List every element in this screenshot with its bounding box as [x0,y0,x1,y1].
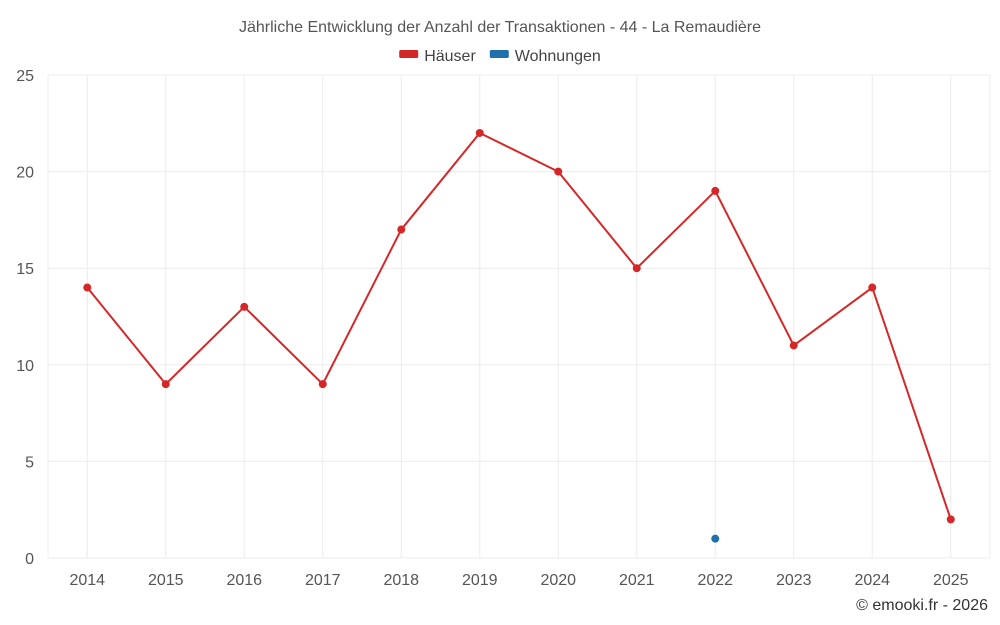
series-layer [83,128,955,543]
x-tick-label: 2015 [148,572,184,589]
x-tick-label: 2018 [383,572,419,589]
y-tick-label: 15 [16,261,34,278]
data-point[interactable] [475,128,484,137]
legend-swatch [489,50,509,58]
grid [47,74,991,559]
data-point[interactable] [397,225,406,234]
y-axis-ticks: 0 5 10 15 20 25 [16,68,34,568]
data-point[interactable] [789,341,798,350]
x-tick-label: 2022 [697,572,733,589]
x-tick-label: 2023 [776,572,812,589]
legend: Häuser Wohnungen [399,48,601,65]
x-axis-ticks: 2014 2015 2016 2017 2018 2019 2020 2021 2022 2023… [69,572,968,589]
legend-item[interactable]: Wohnungen [489,48,601,65]
x-tick-label: 2014 [69,572,105,589]
data-point[interactable] [946,515,955,524]
data-point[interactable] [318,380,327,389]
chart-title: Jährliche Entwicklung der Anzahl der Tra… [239,19,761,36]
data-point[interactable] [711,186,720,195]
data-point[interactable] [554,167,563,176]
legend-label: Wohnungen [515,48,601,65]
legend-swatch [399,50,419,58]
data-point[interactable] [161,380,170,389]
x-tick-label: 2020 [540,572,576,589]
data-point[interactable] [632,264,641,273]
x-tick-label: 2017 [305,572,341,589]
data-point[interactable] [83,283,92,292]
legend-label: Häuser [424,48,476,65]
y-tick-label: 5 [25,454,34,471]
series-line [86,131,952,520]
data-point[interactable] [240,302,249,311]
y-tick-label: 10 [16,358,34,375]
x-tick-label: 2021 [619,572,655,589]
x-tick-label: 2024 [854,572,890,589]
x-tick-label: 2025 [933,572,969,589]
x-tick-label: 2016 [226,572,262,589]
credit: © emooki.fr - 2026 [856,597,988,614]
legend-item[interactable]: Häuser [399,48,476,65]
y-tick-label: 0 [25,551,34,568]
x-tick-label: 2019 [462,572,498,589]
data-point[interactable] [711,534,720,543]
data-point[interactable] [868,283,877,292]
y-tick-label: 20 [16,165,34,182]
y-tick-label: 25 [16,68,34,85]
